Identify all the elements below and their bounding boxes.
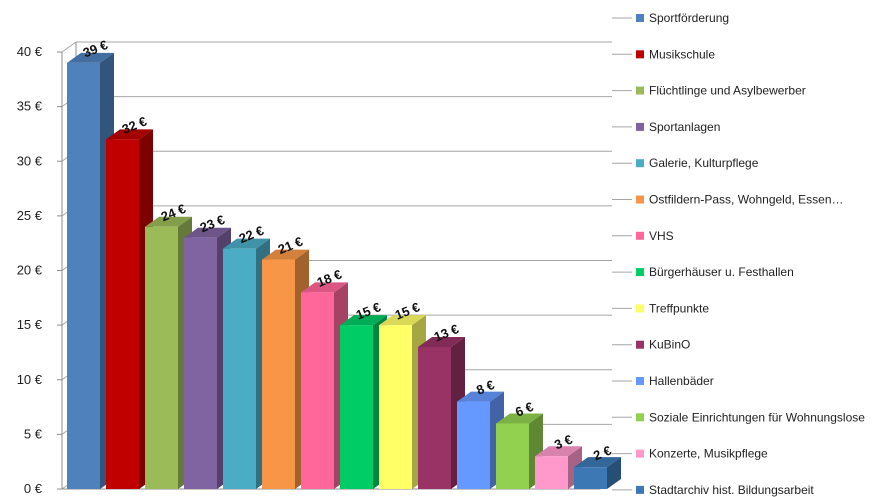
y-tick-label: 20 € bbox=[17, 263, 43, 278]
legend-swatch bbox=[636, 159, 644, 168]
data-label: 8 € bbox=[474, 377, 496, 398]
bar-top bbox=[106, 129, 153, 140]
bars bbox=[67, 52, 621, 490]
legend-swatch bbox=[636, 122, 644, 131]
bar bbox=[574, 457, 621, 489]
bar-front bbox=[223, 248, 256, 489]
grid-depth-line bbox=[61, 41, 77, 53]
legend-swatch bbox=[636, 50, 644, 59]
bar-top bbox=[223, 238, 270, 249]
bar-top bbox=[418, 336, 465, 347]
bar-front bbox=[340, 325, 373, 489]
legend-label: Konzerte, Musikpflege bbox=[649, 447, 768, 461]
legend-swatch bbox=[636, 377, 644, 385]
legend-item: Flüchtlinge und Asylbewerber bbox=[612, 84, 806, 98]
legend-item: Sportanlagen bbox=[612, 120, 720, 134]
legend-swatch bbox=[636, 340, 644, 349]
bar-top bbox=[262, 249, 309, 260]
bar bbox=[184, 227, 231, 489]
data-label: 2 € bbox=[591, 443, 613, 464]
bar-front bbox=[106, 139, 139, 489]
bar-front bbox=[262, 259, 295, 489]
legend-item: Stadtarchiv hist. Bildungsarbeit bbox=[612, 483, 814, 497]
legend-item: Bürgerhäuser u. Festhallen bbox=[612, 265, 794, 279]
legend-swatch bbox=[636, 86, 644, 95]
legend-label: Sportförderung bbox=[649, 11, 729, 25]
bar-front bbox=[379, 325, 412, 489]
legend-item: Treffpunkte bbox=[612, 301, 709, 315]
legend-item: KuBinO bbox=[612, 338, 690, 352]
y-tick-label: 30 € bbox=[17, 153, 43, 168]
bar-front bbox=[184, 237, 217, 489]
legend-label: Musikschule bbox=[649, 47, 715, 61]
bar-front bbox=[457, 401, 490, 489]
y-tick-label: 10 € bbox=[17, 372, 43, 387]
legend-swatch bbox=[636, 231, 644, 240]
bar-top bbox=[574, 457, 621, 468]
legend-label: VHS bbox=[649, 229, 674, 243]
bar-top bbox=[145, 216, 192, 227]
bar-top bbox=[496, 413, 543, 424]
bar-top bbox=[457, 391, 504, 402]
legend-item: Konzerte, Musikpflege bbox=[612, 447, 768, 461]
legend-swatch bbox=[636, 449, 644, 458]
bar-side bbox=[607, 457, 621, 489]
legend-swatch bbox=[636, 413, 644, 422]
legend-label: KuBinO bbox=[649, 338, 690, 352]
bar-top bbox=[67, 52, 114, 63]
bar-front bbox=[301, 292, 334, 489]
legend-item: Musikschule bbox=[612, 47, 715, 61]
data-label: 3 € bbox=[552, 432, 574, 453]
bar-front bbox=[67, 62, 100, 490]
bar-top bbox=[535, 446, 582, 457]
legend-label: Stadtarchiv hist. Bildungsarbeit bbox=[649, 483, 814, 497]
y-tick-labels: 0 € 5 € 10 € 15 € 20 € 25 € 30 € 35 € 40 € bbox=[17, 44, 43, 496]
bar-front bbox=[574, 467, 607, 489]
legend-item: Ostfildern-Pass, Wohngeld, Essen… bbox=[612, 193, 844, 207]
bar-front bbox=[145, 226, 178, 490]
bar-top bbox=[340, 315, 387, 326]
legend-label: Treffpunkte bbox=[649, 301, 709, 315]
legend-label: Ostfildern-Pass, Wohngeld, Essen… bbox=[649, 193, 844, 207]
legend-label: Hallenbäder bbox=[649, 374, 714, 388]
y-tick-label: 40 € bbox=[17, 44, 43, 59]
data-label: 6 € bbox=[513, 399, 535, 420]
legend-item: Hallenbäder bbox=[612, 374, 714, 388]
bar-front bbox=[535, 456, 568, 489]
legend-item: Soziale Einrichtungen für Wohnungslose bbox=[612, 410, 865, 424]
y-tick-label: 35 € bbox=[17, 99, 43, 114]
legend-label: Soziale Einrichtungen für Wohnungslose bbox=[649, 410, 865, 424]
legend-swatch bbox=[636, 14, 644, 22]
y-tick-label: 5 € bbox=[24, 426, 43, 441]
bar-top bbox=[301, 282, 348, 293]
legend-label: Galerie, Kulturpflege bbox=[649, 156, 759, 170]
legend-swatch bbox=[636, 485, 644, 494]
legend-swatch bbox=[636, 195, 644, 204]
bar-top bbox=[379, 315, 426, 326]
legend: Sportförderung Musikschule Flüchtlinge und… bbox=[612, 11, 865, 497]
legend-item: Sportförderung bbox=[612, 11, 729, 25]
legend-label: Bürgerhäuser u. Festhallen bbox=[649, 265, 794, 279]
bar-front bbox=[418, 346, 451, 489]
bar-front bbox=[496, 423, 529, 489]
legend-swatch bbox=[636, 268, 644, 277]
y-tick-label: 15 € bbox=[17, 317, 43, 332]
y-tick-label: 0 € bbox=[24, 481, 43, 496]
legend-item: VHS bbox=[612, 229, 674, 243]
legend-label: Sportanlagen bbox=[649, 120, 720, 134]
legend-label: Flüchtlinge und Asylbewerber bbox=[649, 84, 806, 98]
bar-top bbox=[184, 227, 231, 238]
legend-item: Galerie, Kulturpflege bbox=[612, 156, 759, 170]
legend-swatch bbox=[636, 304, 644, 313]
y-tick-label: 25 € bbox=[17, 208, 43, 223]
